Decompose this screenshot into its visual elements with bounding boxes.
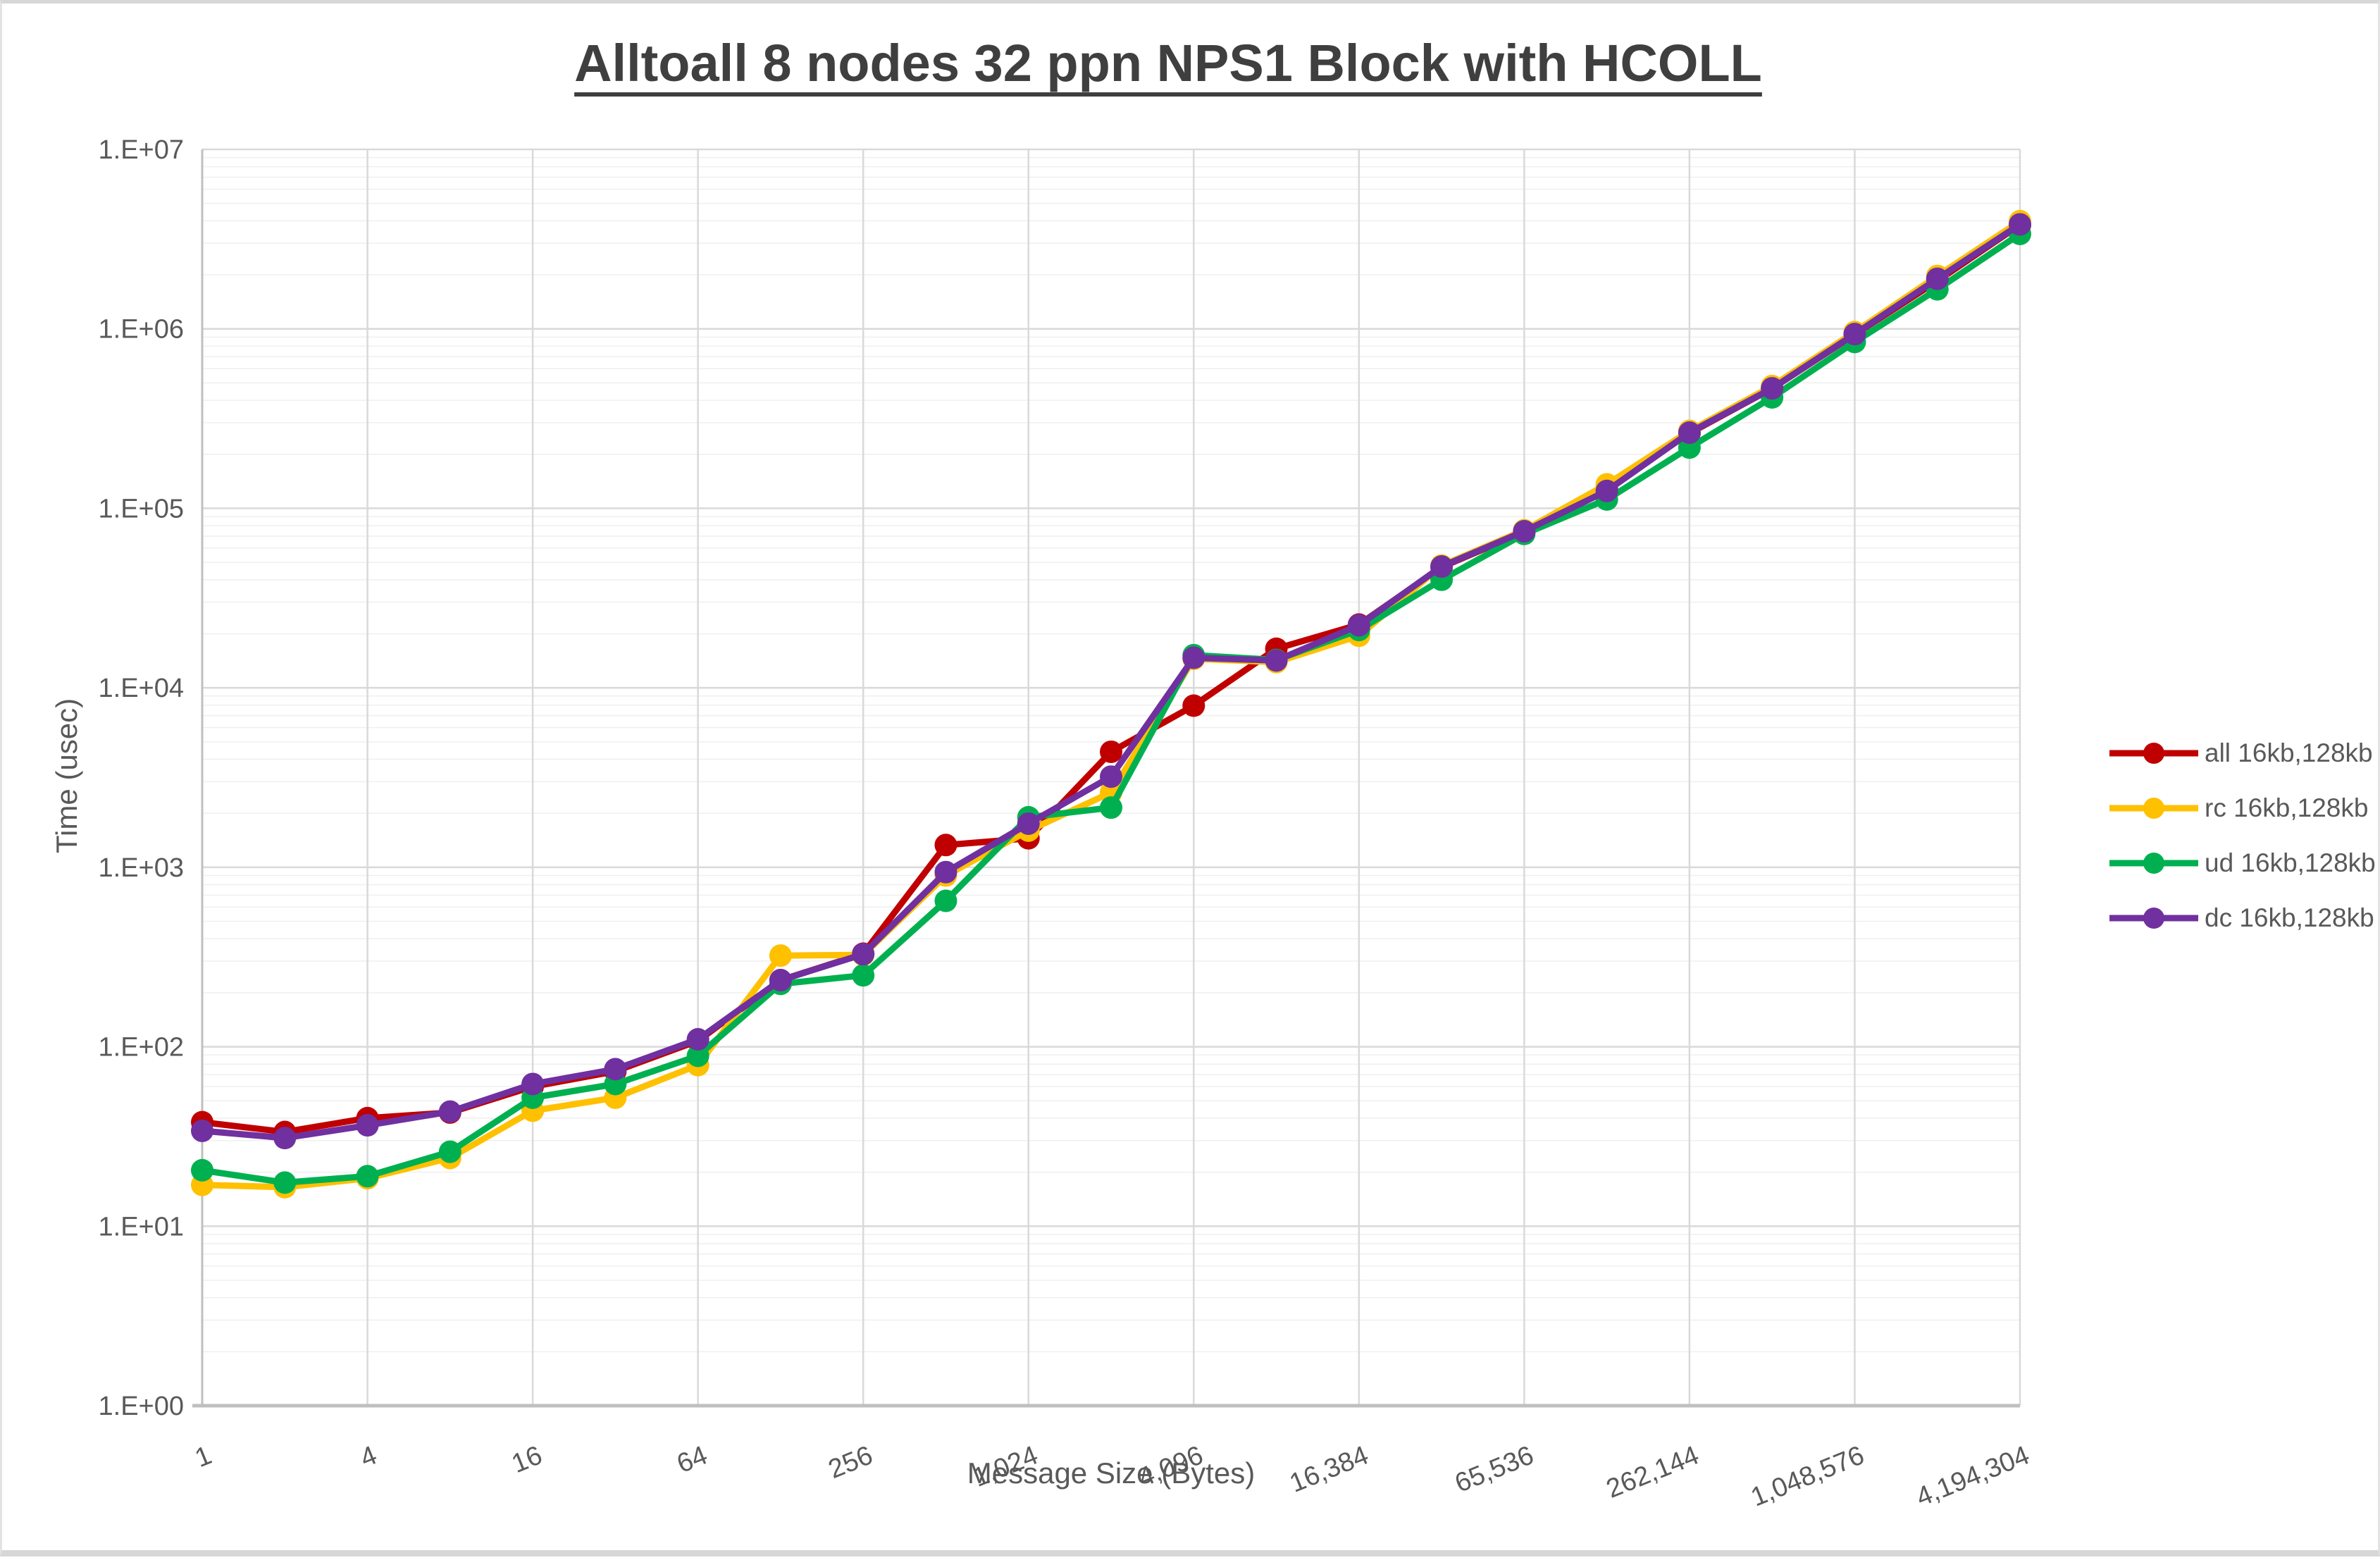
legend-label: rc 16kb,128kb [2205, 793, 2369, 822]
data-point-dc [273, 1127, 297, 1150]
data-point-ud [686, 1044, 709, 1067]
data-point-ud [438, 1140, 461, 1163]
data-point-dc [604, 1058, 627, 1081]
y-tick-label: 1.E+06 [99, 315, 185, 345]
y-tick-label: 1.E+03 [99, 853, 185, 883]
data-point-dc [1017, 812, 1040, 835]
data-point-dc [356, 1114, 379, 1137]
legend-marker-all-icon [2109, 743, 2198, 764]
data-point-dc [1265, 649, 1288, 672]
data-point-ud [852, 964, 875, 987]
chart-title[interactable]: Alltoall 8 nodes 32 ppn NPS1 Block with … [574, 34, 1762, 92]
data-point-dc [2009, 213, 2031, 236]
data-point-dc [1595, 479, 1618, 502]
y-tick-label: 1.E+00 [99, 1392, 185, 1421]
data-point-dc [1347, 614, 1370, 637]
y-axis-title: Time (usec) [50, 698, 83, 854]
y-tick-label: 1.E+04 [99, 674, 185, 703]
legend-item-all[interactable]: all 16kb,128kb [2107, 736, 2373, 770]
data-point-dc [769, 969, 792, 992]
y-tick-label: 1.E+07 [99, 135, 185, 165]
legend-marker-ud-icon [2109, 853, 2198, 874]
legend-marker-dc-icon [2109, 908, 2198, 929]
data-point-dc [1513, 519, 1536, 543]
legend-marker-rc-icon [2109, 798, 2198, 819]
chart-container: Alltoall 8 nodes 32 ppn NPS1 Block with … [2, 4, 2380, 1560]
data-point-dc [686, 1028, 709, 1051]
legend-item-ud[interactable]: ud 16kb,128kb [2107, 846, 2376, 880]
data-point-dc [1182, 646, 1206, 669]
legend-label: ud 16kb,128kb [2205, 848, 2376, 877]
data-point-rc [769, 944, 792, 967]
legend: all 16kb,128kb rc 16kb,128kb ud 16kb,128… [2107, 4, 2380, 1560]
data-point-dc [852, 943, 875, 966]
legend-item-rc[interactable]: rc 16kb,128kb [2107, 791, 2368, 825]
data-point-ud [934, 889, 957, 912]
data-point-all [1100, 740, 1122, 763]
y-tick-label: 1.E+01 [99, 1212, 185, 1242]
data-point-dc [1843, 323, 1866, 346]
data-point-dc [1761, 377, 1784, 400]
data-point-ud [273, 1171, 297, 1194]
legend-label: all 16kb,128kb [2205, 738, 2373, 767]
data-point-dc [191, 1119, 213, 1142]
y-tick-label: 1.E+05 [99, 494, 185, 524]
legend-label: dc 16kb,128kb [2205, 903, 2374, 932]
plot-svg: 1.E+00 1.E+01 1.E+02 1.E+03 1.E+04 1.E+05 1.E+… [99, 135, 2034, 1513]
data-point-ud [191, 1158, 213, 1182]
legend-item-dc[interactable]: dc 16kb,128kb [2107, 901, 2374, 935]
data-point-ud [1100, 796, 1122, 819]
data-point-dc [438, 1100, 461, 1123]
data-point-dc [1678, 421, 1701, 445]
data-point-dc [934, 860, 957, 884]
data-point-dc [1926, 267, 1949, 290]
data-point-dc [521, 1072, 545, 1096]
y-tick-label: 1.E+02 [99, 1033, 185, 1063]
data-point-all [934, 834, 957, 857]
x-axis-title: Message Size (Bytes) [967, 1456, 1256, 1490]
data-point-dc [1430, 555, 1454, 578]
data-point-all [1182, 694, 1206, 717]
data-point-ud [356, 1165, 379, 1188]
data-point-dc [1100, 765, 1122, 788]
